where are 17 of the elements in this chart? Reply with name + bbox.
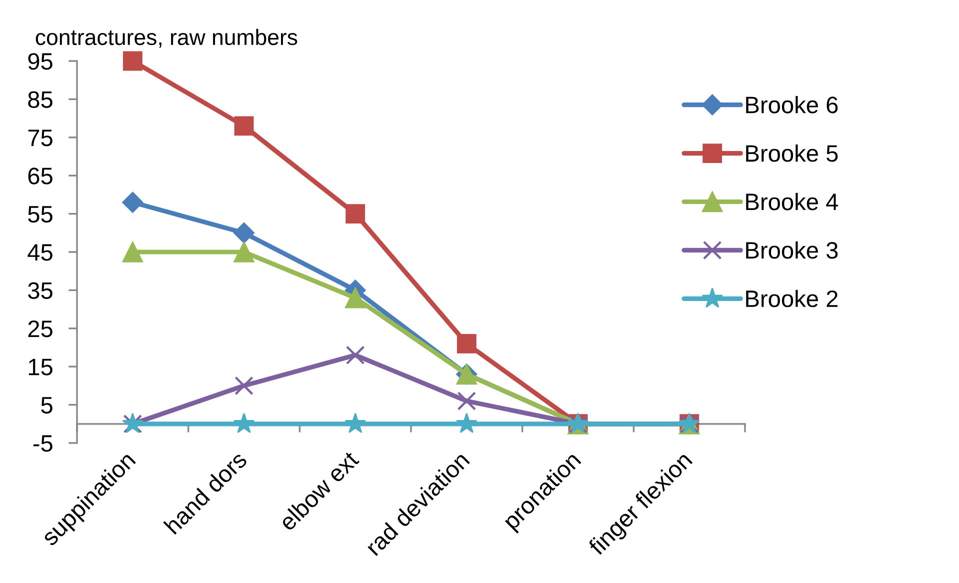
y-tick-label: 65	[28, 168, 52, 184]
y-tick-label: 45	[28, 244, 52, 261]
legend-label: Brooke 6	[746, 96, 838, 114]
y-tick-label: 25	[28, 320, 52, 338]
y-tick-label: 5	[41, 397, 52, 414]
y-tick-label: -5	[33, 435, 52, 452]
legend-label: Brooke 5	[746, 144, 838, 162]
y-tick-label: 15	[28, 358, 52, 376]
y-tick-label: 35	[28, 282, 52, 299]
y-tick-label: 75	[28, 130, 52, 146]
y-tick-label: 55	[28, 206, 52, 223]
y-axis-title: contractures, raw numbers	[36, 28, 298, 48]
y-tick-label: 85	[28, 91, 52, 108]
y-tick-label: 95	[28, 53, 52, 70]
legend-label: Brooke 3	[746, 241, 838, 259]
legend-label: Brooke 2	[746, 290, 838, 308]
legend-label: Brooke 4	[746, 192, 838, 210]
